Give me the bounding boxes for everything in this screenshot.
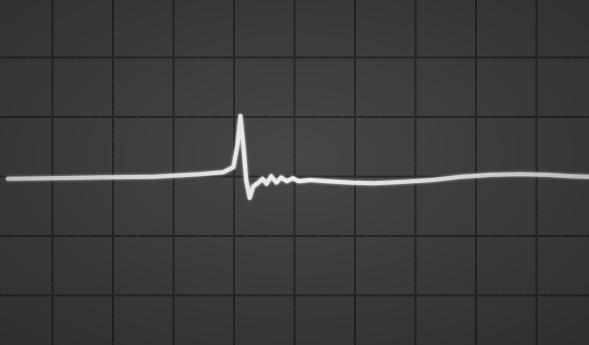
vignette-overlay (0, 0, 589, 345)
oscilloscope-screen (0, 0, 589, 345)
